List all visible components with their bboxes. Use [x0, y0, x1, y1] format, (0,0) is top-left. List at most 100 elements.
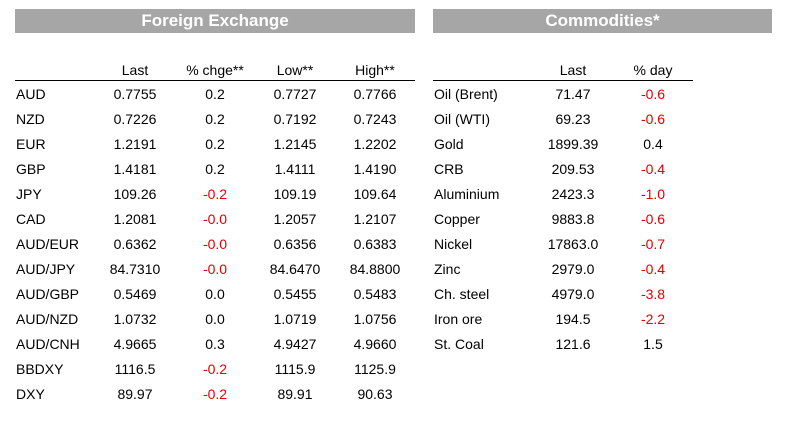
fx-row: AUD 0.7755 0.2 0.7727 0.7766	[15, 81, 415, 108]
commodities-cell-name: St. Coal	[434, 336, 484, 352]
commodities-cell-chg: 1.5	[643, 336, 663, 352]
fx-cell-high: 0.7766	[353, 86, 397, 102]
fx-cell-last: 1.0732	[113, 311, 157, 327]
fx-cell-high: 84.8800	[349, 261, 401, 277]
commodities-cell-name: Gold	[434, 136, 464, 152]
fx-cell-low: 1.0719	[273, 311, 317, 327]
fx-row: AUD/EUR 0.6362 -0.0 0.6356 0.6383	[15, 232, 415, 257]
fx-cell-low: 1.2057	[273, 211, 317, 227]
commodities-cell-last: 9883.8	[551, 211, 595, 227]
fx-row: BBDXY 1116.5 -0.2 1115.9 1125.9	[15, 357, 415, 382]
commodities-cell-name: Iron ore	[434, 311, 483, 327]
commodities-cell-name: CRB	[434, 161, 464, 177]
fx-cell-name: AUD/CNH	[16, 336, 80, 352]
fx-cell-name: AUD/JPY	[16, 261, 76, 277]
commodities-cell-last: 71.47	[555, 86, 591, 102]
fx-header-name	[15, 60, 95, 81]
fx-cell-low: 0.7192	[273, 111, 317, 127]
fx-row: EUR 1.2191 0.2 1.2145 1.2202	[15, 132, 415, 157]
commodities-row: Gold 1899.39 0.4	[433, 132, 693, 157]
commodities-cell-name: Zinc	[434, 261, 461, 277]
commodities-row: Zinc 2979.0 -0.4	[433, 257, 693, 282]
fx-cell-name: AUD/EUR	[16, 236, 80, 252]
foreign-exchange-table: Last % chge** Low** High** AUD 0.7755 0.2 0…	[15, 60, 415, 407]
commodities-cell-last: 2423.3	[551, 186, 595, 202]
commodities-cell-chg: -2.2	[640, 311, 666, 327]
commodities-row: Oil (WTI) 69.23 -0.6	[433, 107, 693, 132]
fx-cell-last: 89.97	[117, 386, 153, 402]
commodities-row: Copper 9883.8 -0.6	[433, 207, 693, 232]
commodities-row: Iron ore 194.5 -2.2	[433, 307, 693, 332]
commodities-cell-chg: -3.8	[640, 286, 666, 302]
fx-header-high: High**	[335, 60, 415, 81]
fx-cell-low: 0.5455	[273, 286, 317, 302]
commodities-cell-name: Copper	[434, 211, 480, 227]
commodities-row: Aluminium 2423.3 -1.0	[433, 182, 693, 207]
commodities-row: Nickel 17863.0 -0.7	[433, 232, 693, 257]
fx-cell-last: 0.5469	[113, 286, 157, 302]
fx-row: AUD/GBP 0.5469 0.0 0.5455 0.5483	[15, 282, 415, 307]
commodities-cell-chg: -0.7	[640, 236, 666, 252]
foreign-exchange-panel: Foreign Exchange Last % chge** Low** Hig…	[15, 9, 415, 407]
commodities-cell-chg: -0.4	[640, 161, 666, 177]
fx-cell-last: 0.7755	[113, 86, 157, 102]
fx-cell-high: 0.6383	[353, 236, 397, 252]
fx-cell-last: 1.2081	[113, 211, 157, 227]
fx-header-row: Last % chge** Low** High**	[15, 60, 415, 81]
fx-row: AUD/CNH 4.9665 0.3 4.9427 4.9660	[15, 332, 415, 357]
commodities-cell-last: 2979.0	[551, 261, 595, 277]
fx-cell-high: 90.63	[357, 386, 393, 402]
fx-cell-chg: -0.2	[202, 386, 228, 402]
fx-header-low: Low**	[255, 60, 335, 81]
fx-cell-low: 1.2145	[273, 136, 317, 152]
fx-cell-last: 84.7310	[109, 261, 161, 277]
fx-row: NZD 0.7226 0.2 0.7192 0.7243	[15, 107, 415, 132]
fx-cell-name: EUR	[16, 136, 46, 152]
commodities-header-day: % day	[613, 60, 693, 81]
fx-cell-last: 109.26	[113, 186, 157, 202]
commodities-row: Oil (Brent) 71.47 -0.6	[433, 81, 693, 108]
fx-cell-low: 0.6356	[273, 236, 317, 252]
commodities-panel: Commodities* Last % day Oil (Brent) 71.47…	[433, 9, 772, 357]
commodities-cell-name: Ch. steel	[434, 286, 490, 302]
fx-cell-low: 89.91	[277, 386, 313, 402]
fx-cell-low: 1115.9	[274, 361, 316, 377]
commodities-title: Commodities*	[433, 9, 772, 33]
fx-cell-chg: 0.2	[205, 111, 225, 127]
fx-cell-low: 1.4111	[274, 161, 316, 177]
fx-cell-high: 1.2202	[353, 136, 397, 152]
commodities-header-row: Last % day	[433, 60, 693, 81]
fx-cell-chg: -0.0	[202, 211, 228, 227]
commodities-cell-last: 69.23	[555, 111, 591, 127]
fx-cell-chg: 0.2	[205, 136, 225, 152]
fx-cell-high: 1.2107	[353, 211, 397, 227]
commodities-cell-chg: 0.4	[643, 136, 663, 152]
fx-cell-chg: 0.3	[205, 336, 225, 352]
commodities-cell-last: 121.6	[555, 336, 591, 352]
commodities-cell-last: 194.5	[555, 311, 591, 327]
fx-cell-high: 0.5483	[353, 286, 397, 302]
fx-cell-name: CAD	[16, 211, 46, 227]
commodities-cell-chg: -0.6	[640, 111, 666, 127]
fx-cell-high: 1.4190	[353, 161, 397, 177]
fx-row: CAD 1.2081 -0.0 1.2057 1.2107	[15, 207, 415, 232]
fx-row: AUD/NZD 1.0732 0.0 1.0719 1.0756	[15, 307, 415, 332]
fx-cell-high: 1.0756	[353, 311, 397, 327]
commodities-cell-last: 17863.0	[547, 236, 599, 252]
commodities-cell-last: 1899.39	[547, 136, 599, 152]
fx-cell-last: 0.6362	[113, 236, 157, 252]
commodities-cell-name: Aluminium	[434, 186, 500, 202]
fx-cell-name: AUD	[16, 86, 46, 102]
fx-cell-chg: -0.2	[202, 186, 228, 202]
commodities-row: Ch. steel 4979.0 -3.8	[433, 282, 693, 307]
commodities-cell-chg: -0.4	[640, 261, 666, 277]
commodities-header-name	[433, 60, 533, 81]
fx-cell-high: 4.9660	[353, 336, 397, 352]
commodities-cell-name: Oil (Brent)	[434, 86, 498, 102]
fx-cell-chg: -0.2	[202, 361, 228, 377]
fx-row: JPY 109.26 -0.2 109.19 109.64	[15, 182, 415, 207]
fx-cell-low: 84.6470	[269, 261, 321, 277]
commodities-cell-last: 209.53	[551, 161, 595, 177]
commodities-table: Last % day Oil (Brent) 71.47 -0.6 Oil (WTI)…	[433, 60, 693, 357]
fx-cell-low: 4.9427	[273, 336, 317, 352]
